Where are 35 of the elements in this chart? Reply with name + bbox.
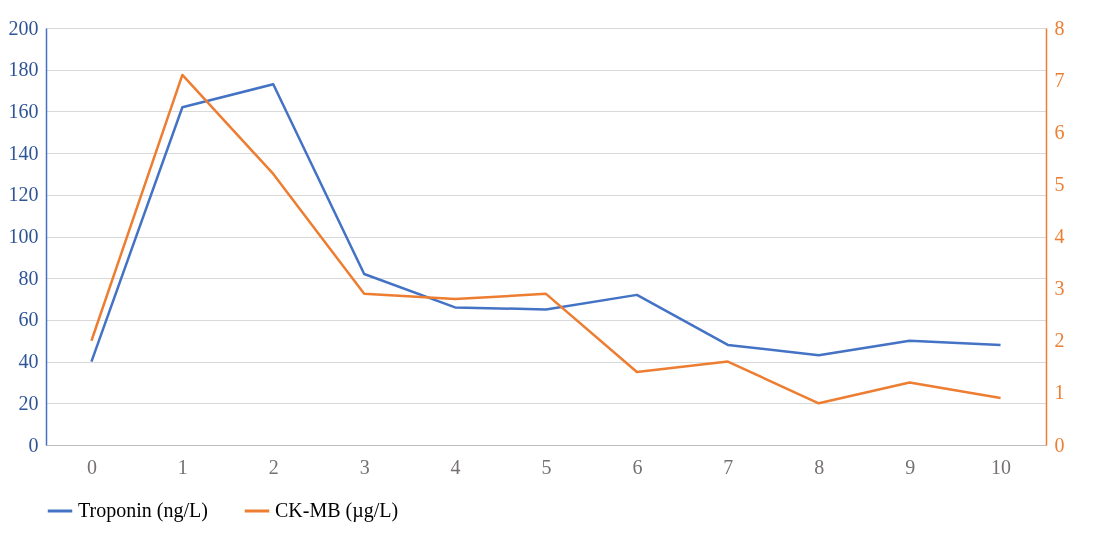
y2-tick-label: 2 bbox=[1054, 329, 1065, 352]
x-tick-label: 9 bbox=[905, 455, 916, 478]
y-tick-label: 180 bbox=[8, 58, 39, 81]
y-tick-label: 200 bbox=[8, 16, 39, 39]
y-tick-label: 40 bbox=[18, 350, 39, 373]
y-tick-label: 140 bbox=[8, 141, 39, 164]
y-tick-label: 100 bbox=[8, 225, 39, 247]
y-tick-label: 20 bbox=[18, 391, 39, 414]
y-tick-label: 0 bbox=[28, 433, 39, 456]
x-tick-label: 3 bbox=[359, 455, 370, 478]
y2-tick-label: 1 bbox=[1054, 381, 1065, 404]
x-tick-label: 6 bbox=[632, 455, 643, 478]
y-tick-label: 120 bbox=[8, 183, 39, 206]
line-series bbox=[90, 83, 1002, 363]
y2-tick-label: 8 bbox=[1054, 16, 1065, 39]
x-tick-label: 4 bbox=[450, 455, 461, 478]
y2-tick-label: 3 bbox=[1054, 277, 1065, 300]
x-tick-label: 0 bbox=[86, 455, 97, 478]
x-tick-label: 8 bbox=[814, 455, 825, 478]
y2-tick-label: 5 bbox=[1054, 172, 1065, 195]
legend-label: Troponin (ng/L) bbox=[78, 499, 208, 522]
x-tick-label: 7 bbox=[723, 455, 734, 478]
x-tick-label: 10 bbox=[991, 455, 1012, 478]
line-series bbox=[90, 73, 1002, 405]
x-tick-label: 2 bbox=[268, 455, 279, 478]
y2-tick-label: 0 bbox=[1054, 433, 1065, 456]
legend-label: CK-MB (µg/L) bbox=[275, 499, 399, 522]
x-tick-label: 5 bbox=[541, 455, 552, 478]
y-tick-label: 160 bbox=[8, 99, 39, 122]
y2-tick-label: 6 bbox=[1054, 120, 1065, 143]
y-tick-label: 60 bbox=[18, 308, 39, 331]
y-tick-label: 80 bbox=[18, 266, 39, 289]
x-tick-label: 1 bbox=[177, 455, 188, 478]
y2-tick-label: 4 bbox=[1054, 225, 1065, 247]
y2-tick-label: 7 bbox=[1054, 68, 1065, 91]
